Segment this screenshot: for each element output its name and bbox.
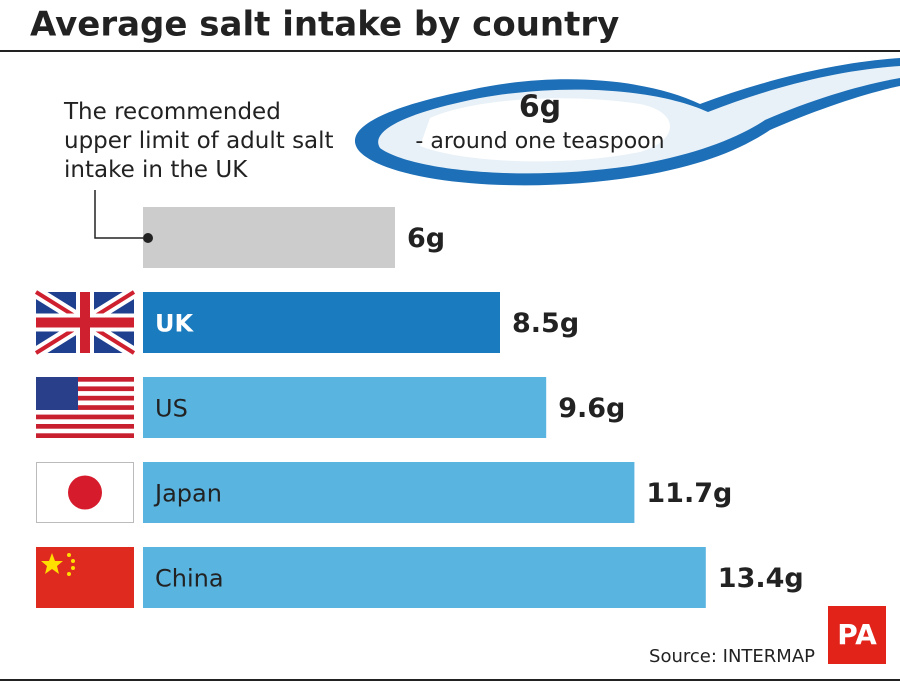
source: Source: INTERMAP [649, 646, 815, 667]
bar-label: China [155, 565, 224, 593]
spoon-note: - around one teaspoon [415, 129, 664, 154]
flag-japan [36, 462, 134, 523]
value-label: 9.6g [558, 393, 625, 424]
bar [143, 462, 635, 523]
chart-title: Average salt intake by country [30, 5, 619, 45]
spoon-amount: 6g [519, 90, 561, 125]
flag-china [36, 547, 134, 608]
leader-dot [143, 233, 153, 243]
bar [143, 547, 706, 608]
bar-label: US [155, 395, 188, 423]
value-label: 8.5g [512, 308, 579, 339]
annotation: The recommended upper limit of adult sal… [64, 99, 334, 183]
logo-box [828, 606, 886, 664]
flag-us [36, 377, 134, 438]
flag-uk [32, 286, 138, 359]
value-label: 6g [407, 223, 445, 254]
logo: PA [837, 618, 877, 651]
bar-label: UK [155, 310, 194, 338]
value-label: 11.7g [646, 478, 732, 509]
bar [143, 207, 395, 268]
value-label: 13.4g [718, 563, 804, 594]
spoon [354, 58, 900, 186]
bar [143, 292, 500, 353]
bar [143, 377, 547, 438]
leader-line [94, 190, 148, 239]
bar-label: Japan [153, 480, 222, 508]
